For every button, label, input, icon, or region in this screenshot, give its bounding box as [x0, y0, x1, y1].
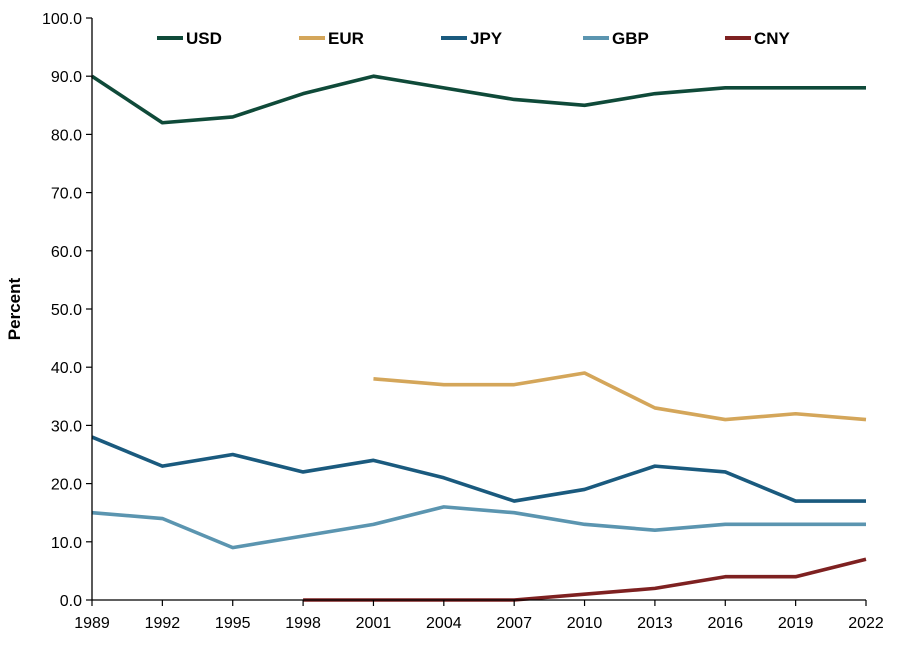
- series-line-jpy: [91, 435, 866, 503]
- y-tick-label: 50.0: [51, 302, 82, 319]
- y-tick-label: 10.0: [51, 535, 82, 552]
- x-tick-label: 2019: [778, 615, 814, 632]
- series-line-eur: [373, 371, 867, 422]
- x-tick-label: 2004: [426, 615, 462, 632]
- x-tick-label: 2010: [567, 615, 603, 632]
- axes: [91, 18, 866, 601]
- y-tick-label: 80.0: [51, 127, 82, 144]
- legend-label: CNY: [754, 29, 791, 48]
- y-tick-label: 100.0: [42, 11, 82, 28]
- series-line-gbp: [91, 505, 866, 550]
- y-axis-title: Percent: [5, 277, 24, 340]
- x-tick-label: 1992: [145, 615, 181, 632]
- x-tick-label: 2007: [496, 615, 532, 632]
- legend-label: GBP: [612, 29, 649, 48]
- y-tick-label: 60.0: [51, 244, 82, 261]
- legend-item-cny: CNY: [725, 29, 791, 48]
- legend-label: EUR: [328, 29, 364, 48]
- x-tick-label: 2013: [637, 615, 673, 632]
- y-tick-label: 0.0: [60, 593, 82, 610]
- legend-item-usd: USD: [157, 29, 222, 48]
- legend-label: USD: [186, 29, 222, 48]
- series-line-usd: [91, 74, 866, 125]
- x-tick-label: 2022: [848, 615, 884, 632]
- legend-item-gbp: GBP: [583, 29, 649, 48]
- y-ticks: 0.0 10.0 20.0 30.0 40.0 50.0 60.0 70.0 80.0 90.0 1…: [42, 11, 92, 610]
- x-tick-label: 2001: [356, 615, 392, 632]
- y-tick-label: 30.0: [51, 418, 82, 435]
- legend-item-jpy: JPY: [441, 29, 503, 48]
- legend-label: JPY: [470, 29, 503, 48]
- series-line-cny: [303, 557, 867, 602]
- x-tick-label: 2016: [707, 615, 743, 632]
- y-tick-label: 90.0: [51, 69, 82, 86]
- x-tick-label: 1989: [74, 615, 110, 632]
- legend-item-eur: EUR: [299, 29, 364, 48]
- x-tick-label: 1995: [215, 615, 251, 632]
- y-tick-label: 20.0: [51, 477, 82, 494]
- x-ticks: 1989 1992 1995 1998 2001 2004 2007 2010 2013 2016…: [74, 600, 884, 632]
- plot-lines: [91, 74, 867, 602]
- legend: USD EUR JPY GBP CNY: [157, 29, 791, 48]
- y-tick-label: 40.0: [51, 360, 82, 377]
- x-tick-label: 1998: [285, 615, 321, 632]
- y-tick-label: 70.0: [51, 186, 82, 203]
